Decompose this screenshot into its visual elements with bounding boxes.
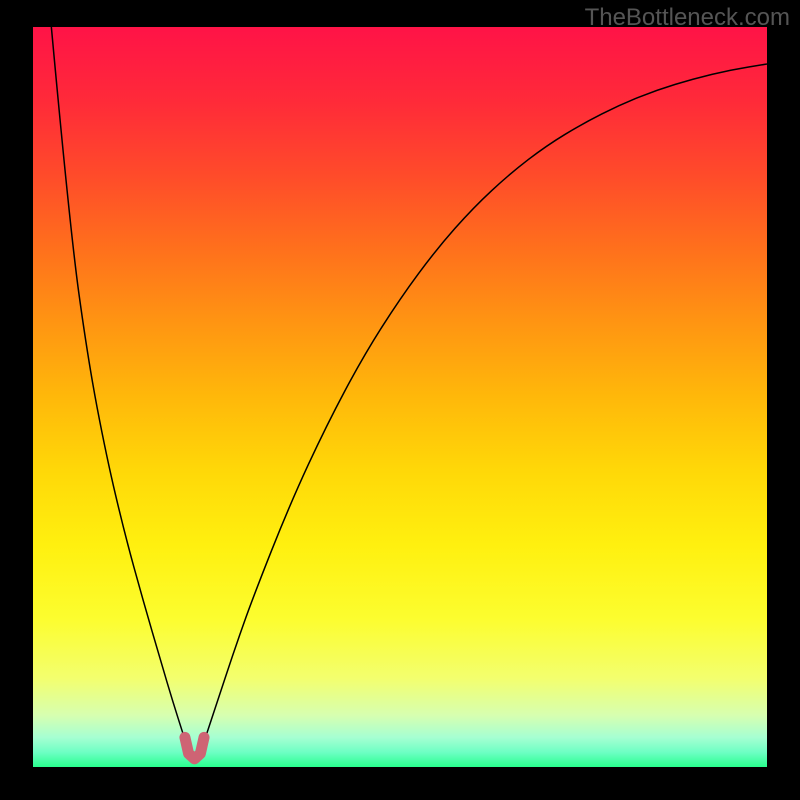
plot-svg <box>33 27 767 767</box>
plot-area <box>33 27 767 767</box>
gradient-background <box>33 27 767 767</box>
chart-container: TheBottleneck.com <box>0 0 800 800</box>
